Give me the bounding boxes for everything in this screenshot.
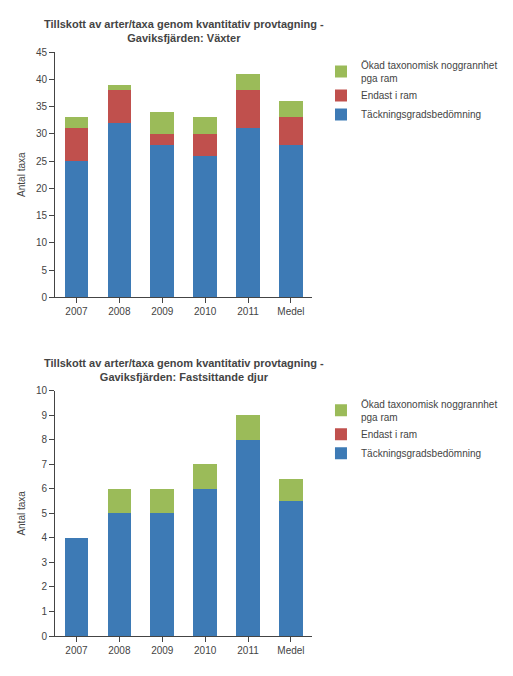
svg-text:40: 40: [36, 74, 48, 85]
svg-text:5: 5: [41, 508, 47, 519]
svg-text:Tillskott av arter/taxa genom: Tillskott av arter/taxa genom kvantitati…: [44, 357, 324, 383]
svg-text:2007: 2007: [65, 645, 88, 656]
svg-text:4: 4: [41, 532, 47, 543]
svg-text:2: 2: [41, 581, 47, 592]
svg-text:Endast i ram: Endast i ram: [361, 429, 417, 440]
svg-text:2008: 2008: [108, 645, 131, 656]
svg-text:3: 3: [41, 557, 47, 568]
svg-text:Tillskott av arter/taxa genom: Tillskott av arter/taxa genom kvantitati…: [44, 18, 324, 44]
svg-text:Medel: Medel: [277, 306, 304, 317]
svg-text:2011: 2011: [237, 306, 259, 317]
svg-text:Täckningsgradsbedömning: Täckningsgradsbedömning: [361, 448, 481, 459]
svg-text:0: 0: [41, 292, 47, 303]
svg-text:Antal taxa: Antal taxa: [16, 491, 27, 536]
svg-text:20: 20: [36, 183, 48, 194]
svg-text:35: 35: [36, 101, 48, 112]
svg-text:2009: 2009: [151, 645, 174, 656]
svg-text:25: 25: [36, 156, 48, 167]
svg-text:2008: 2008: [108, 306, 131, 317]
svg-text:7: 7: [41, 459, 47, 470]
svg-text:2007: 2007: [65, 306, 88, 317]
svg-text:10: 10: [36, 237, 48, 248]
svg-text:Antal taxa: Antal taxa: [16, 152, 27, 197]
svg-text:10: 10: [36, 385, 48, 396]
svg-text:Endast i ram: Endast i ram: [361, 90, 417, 101]
svg-text:9: 9: [41, 410, 47, 421]
svg-text:8: 8: [41, 434, 47, 445]
svg-text:2010: 2010: [194, 645, 217, 656]
svg-text:15: 15: [36, 210, 48, 221]
svg-text:2009: 2009: [151, 306, 174, 317]
svg-text:Täckningsgradsbedömning: Täckningsgradsbedömning: [361, 109, 481, 120]
svg-text:0: 0: [41, 631, 47, 642]
svg-text:Ökad taxonomisk noggrannhetpga: Ökad taxonomisk noggrannhetpga ram: [361, 399, 497, 423]
svg-text:1: 1: [41, 606, 47, 617]
svg-text:2011: 2011: [237, 645, 259, 656]
svg-text:30: 30: [36, 128, 48, 139]
svg-text:6: 6: [41, 483, 47, 494]
svg-text:2010: 2010: [194, 306, 217, 317]
svg-text:Medel: Medel: [277, 645, 304, 656]
svg-text:Ökad taxonomisk noggrannhetpga: Ökad taxonomisk noggrannhetpga ram: [361, 60, 497, 84]
svg-text:5: 5: [41, 265, 47, 276]
svg-text:45: 45: [36, 47, 48, 58]
